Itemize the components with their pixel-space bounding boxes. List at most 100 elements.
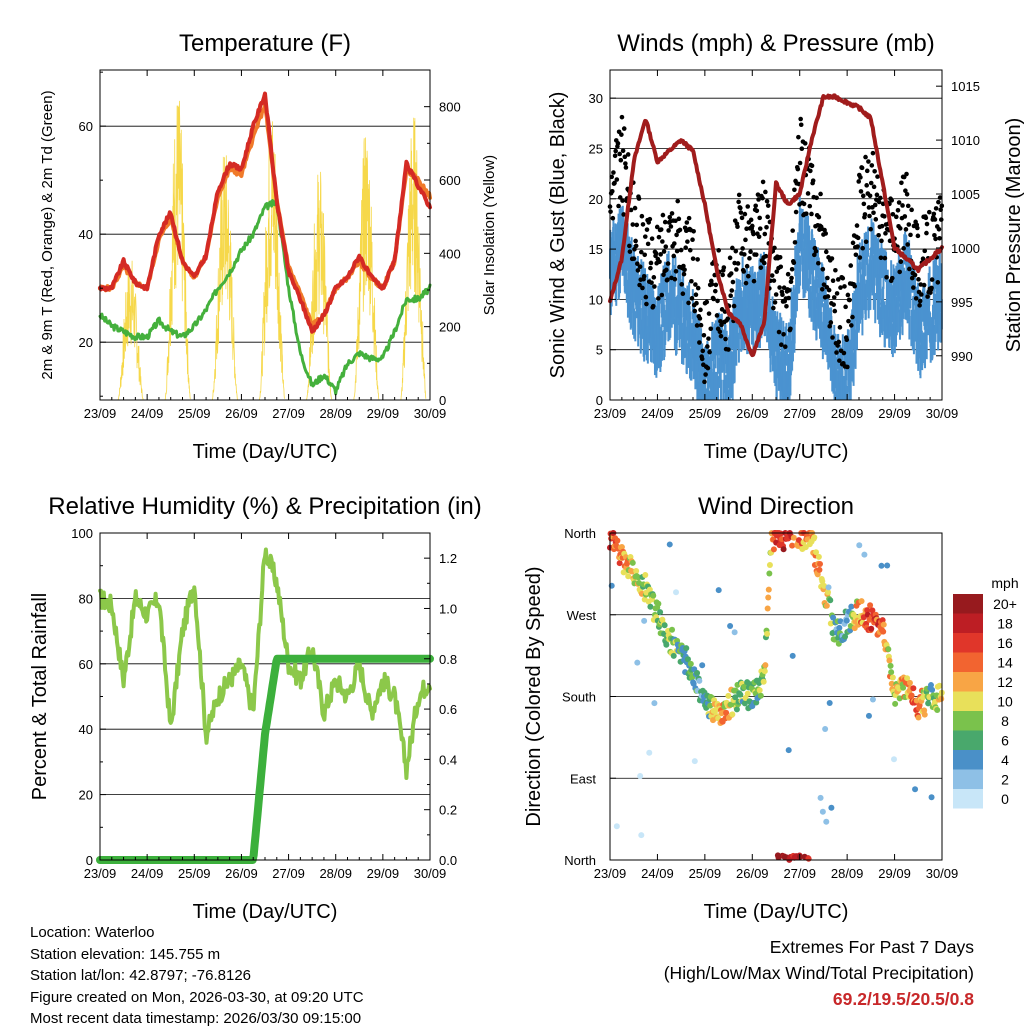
gust-point: [857, 255, 863, 260]
gust-point: [611, 170, 616, 175]
gust-point: [731, 303, 737, 309]
legend-label: 4: [1001, 752, 1009, 768]
gust-point: [686, 215, 692, 221]
y2-tick-label: 400: [439, 246, 461, 261]
gust-point: [761, 260, 767, 266]
gust-point: [753, 203, 759, 209]
gust-point: [854, 223, 860, 228]
gust-point: [777, 285, 782, 290]
gust-point: [867, 193, 873, 199]
direction-point: [816, 566, 823, 573]
panel-title: Wind Direction: [698, 493, 854, 520]
y-tick-label: 25: [589, 141, 603, 156]
gust-point: [753, 252, 759, 257]
gust-point: [849, 323, 854, 328]
gust-point: [918, 282, 924, 287]
direction-point: [817, 560, 824, 567]
gust-point: [900, 203, 905, 208]
gust-point: [788, 326, 793, 332]
gust-point: [662, 219, 668, 225]
x-tick-label: 29/09: [367, 866, 400, 881]
gust-point: [907, 266, 912, 272]
panel-title: Temperature (F): [179, 30, 351, 57]
y-tick-label: 100: [71, 526, 93, 541]
gust-point: [872, 202, 878, 208]
gust-point: [640, 222, 646, 227]
direction-point: [732, 694, 739, 701]
gust-point: [637, 282, 642, 288]
legend-swatch: [953, 730, 983, 750]
solar-insolation-line: [164, 100, 191, 401]
gust-point: [879, 223, 885, 229]
gust-point: [799, 146, 805, 152]
gust-point: [692, 308, 698, 314]
gust-point: [869, 163, 875, 168]
gust-point: [933, 206, 939, 211]
direction-point: [811, 534, 818, 541]
x-tick-label: 24/09: [641, 406, 674, 421]
gust-point: [917, 303, 922, 308]
gust-point: [762, 231, 768, 237]
gust-point: [672, 241, 677, 246]
gust-point: [610, 215, 616, 221]
y-tick-label: 5: [596, 343, 603, 358]
y-tick-label: South: [562, 690, 596, 705]
gust-point: [861, 201, 867, 207]
gust-point: [619, 132, 624, 137]
station-info: Location: Waterloo Station elevation: 14…: [30, 922, 364, 1030]
direction-point: [929, 686, 936, 693]
direction-point: [865, 712, 872, 719]
direction-point: [642, 571, 649, 578]
gust-point: [635, 261, 640, 267]
gust-point: [709, 281, 715, 287]
direction-point: [814, 571, 821, 578]
gust-point: [798, 116, 803, 122]
gust-point: [644, 301, 649, 307]
direction-point: [819, 578, 826, 585]
gust-point: [836, 339, 842, 345]
gust-point: [620, 198, 625, 203]
panel-title: Winds (mph) & Pressure (mb): [617, 30, 934, 57]
y-tick-label: 0: [86, 853, 93, 868]
gust-point: [612, 153, 618, 159]
latlon-text: Station lat/lon: 42.8797; -76.8126: [30, 967, 252, 984]
y2-tick-label: 0.4: [439, 752, 457, 767]
y-axis-label: Direction (Colored By Speed): [523, 566, 545, 826]
gust-point: [735, 224, 740, 229]
gust-point: [843, 304, 848, 310]
direction-point: [869, 696, 876, 703]
gust-point: [779, 342, 784, 348]
gust-point: [656, 234, 662, 240]
gust-point: [672, 276, 678, 282]
legend-label: 12: [997, 674, 1013, 690]
x-tick-label: 26/09: [225, 866, 258, 881]
direction-point: [885, 646, 892, 653]
gust-point: [763, 189, 768, 195]
direction-point: [669, 626, 676, 633]
gust-point: [856, 179, 862, 184]
gust-point: [707, 349, 712, 355]
dewpoint-2m-line: [98, 198, 432, 396]
temperature-2m-line: [98, 91, 432, 334]
y-tick-label: 10: [589, 292, 603, 307]
direction-point: [864, 607, 871, 614]
direction-point: [927, 682, 934, 689]
gust-point: [915, 225, 920, 231]
station-pressure-line: [608, 93, 944, 358]
gust-point: [878, 195, 883, 201]
gust-point: [679, 282, 685, 287]
gust-point: [841, 350, 847, 356]
gust-point: [923, 215, 929, 221]
gust-point: [673, 218, 678, 224]
y2-tick-label: 0.6: [439, 702, 457, 717]
y-axis-label: 2m & 9m T (Red, Orange) & 2m Td (Green): [39, 90, 56, 379]
gust-point: [619, 114, 625, 120]
direction-point: [646, 586, 653, 593]
direction-point: [827, 620, 834, 627]
gust-point: [676, 216, 682, 222]
gust-point: [652, 284, 657, 289]
gust-point: [895, 208, 901, 213]
solar-insolation-line: [211, 155, 238, 401]
gust-point: [668, 224, 674, 229]
x-tick-label: 30/09: [926, 866, 959, 881]
